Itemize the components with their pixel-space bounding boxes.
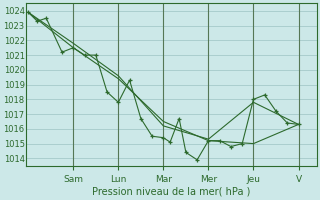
X-axis label: Pression niveau de la mer( hPa ): Pression niveau de la mer( hPa ) [92, 187, 251, 197]
